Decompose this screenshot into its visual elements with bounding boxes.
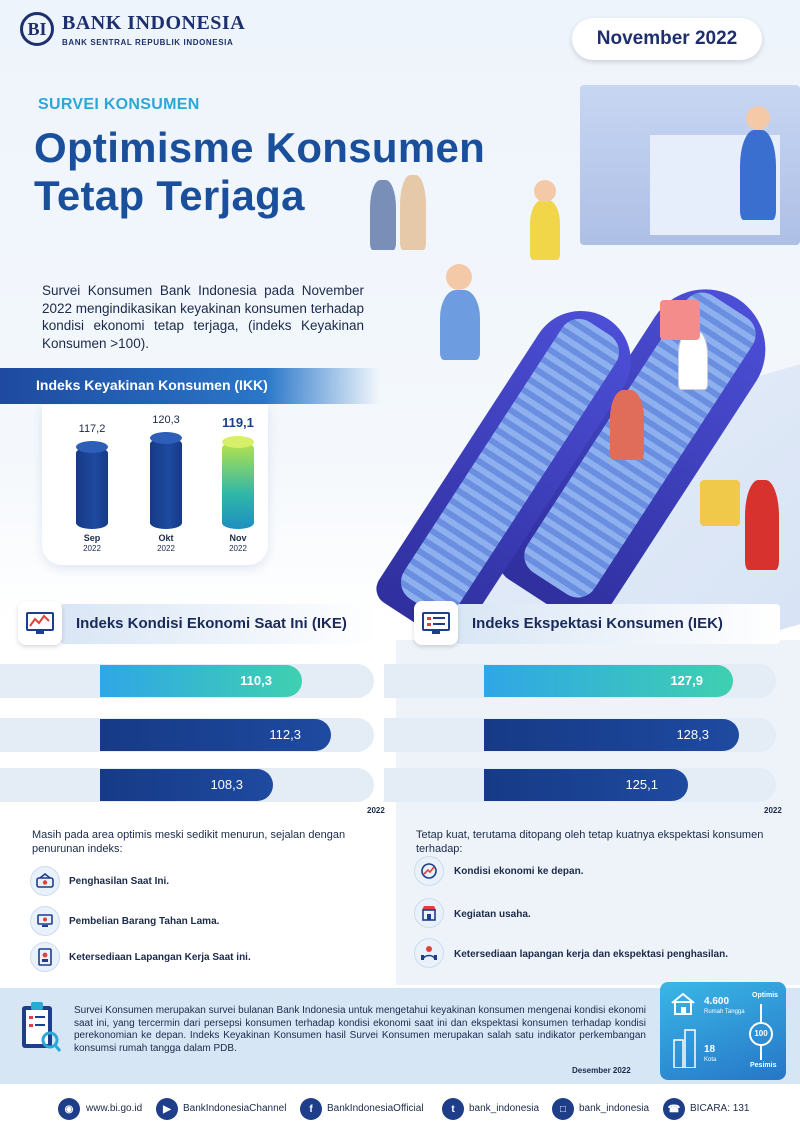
arrow-down-icon: [760, 1046, 762, 1060]
iek-item-1: Kondisi ekonomi ke depan.: [454, 866, 584, 877]
ikk-bar-sep: [76, 441, 108, 529]
ikk-year-label: 2022: [157, 544, 175, 553]
page-title: Optimisme Konsumen Tetap Terjaga: [34, 124, 485, 220]
note-date: Desember 2022: [572, 1066, 631, 1075]
twitter-icon[interactable]: t: [442, 1098, 464, 1120]
survey-stats-card: 4.600 Rumah Tangga 18 Kota Optimis 100 P…: [660, 982, 786, 1080]
mall-illustration: [280, 40, 800, 717]
ikk-value-label: 120,3: [152, 414, 180, 426]
ikk-title: Indeks Keyakinan Konsumen (IKK): [36, 377, 268, 393]
note-text: Survei Konsumen merupakan survei bulanan…: [74, 1005, 646, 1054]
rider-red: [610, 390, 644, 460]
ikk-bar-okt: [150, 432, 182, 529]
ike-item-1: Penghasilan Saat Ini.: [69, 876, 170, 887]
iek-header: [456, 604, 780, 644]
iek-item-3: Ketersediaan lapangan kerja dan ekspekta…: [454, 949, 728, 960]
ikk-value-label: 119,1: [222, 415, 254, 430]
shopper-head: [534, 180, 556, 202]
rider-dress: [745, 480, 779, 570]
threshold-value: 100: [749, 1022, 773, 1046]
income-icon: [30, 866, 60, 896]
youtube-link[interactable]: BankIndonesiaChannel: [183, 1103, 287, 1114]
ikk-bar-top: [76, 441, 108, 453]
shopper-head: [746, 106, 770, 130]
arrow-up-icon: [760, 1004, 762, 1022]
iek-item-2: Kegiatan usaha.: [454, 909, 531, 920]
shopper-couple: [370, 180, 396, 250]
iek-bar-november: 127,9: [484, 665, 733, 697]
cities-value: 18: [704, 1044, 716, 1055]
house-icon: [670, 992, 696, 1021]
title-line-2: Tetap Terjaga: [34, 172, 305, 219]
households-value: 4.600: [704, 996, 730, 1007]
ike-bar-september: 108,3: [100, 769, 273, 801]
optimis-label: Optimis: [752, 992, 779, 999]
facebook-link[interactable]: BankIndonesiaOfficial: [327, 1103, 424, 1114]
ikk-bar-nov: [222, 436, 254, 529]
ike-year-note: 2022: [367, 806, 385, 815]
bicara-icon[interactable]: ☎: [663, 1098, 685, 1120]
youtube-icon[interactable]: ▶: [156, 1098, 178, 1120]
iek-bar-oktober: 128,3: [484, 719, 739, 751]
shopper-yellow: [530, 200, 560, 260]
ikk-category-label: Okt: [158, 533, 174, 543]
iek-description: Tetap kuat, terutama ditopang oleh tetap…: [416, 829, 764, 855]
ike-bar-november: 110,3: [100, 665, 302, 697]
shopping-bag: [700, 480, 740, 526]
ikk-chart: 117,2 Sep 2022 120,3 Okt 2022 119,1 Nov 2022: [42, 405, 268, 565]
globe-icon[interactable]: ◉: [58, 1098, 80, 1120]
ikk-header-band: [0, 368, 380, 404]
ike-header: [60, 604, 378, 644]
durable-goods-icon: [30, 906, 60, 936]
website-link[interactable]: www.bi.go.id: [86, 1103, 143, 1114]
ikk-bar-top: [150, 432, 182, 444]
instagram-link[interactable]: bank_indonesia: [579, 1103, 650, 1114]
twitter-link[interactable]: bank_indonesia: [469, 1103, 540, 1114]
bicara-contact[interactable]: BICARA: 131: [690, 1103, 750, 1114]
ikk-value-label: 117,2: [78, 423, 106, 435]
bank-logo-icon: BI: [20, 12, 54, 46]
households-label: Rumah Tangga: [704, 1009, 745, 1015]
ike-bar-oktober: 112,3: [100, 719, 331, 751]
period-badge: November 2022: [572, 18, 762, 60]
ikk-category-label: Sep: [83, 533, 101, 543]
job-document-icon: [30, 942, 60, 972]
shopper-couple: [400, 175, 426, 250]
ike-title: Indeks Kondisi Ekonomi Saat Ini (IKE): [76, 615, 347, 632]
ikk-year-label: 2022: [83, 544, 101, 553]
city-buildings-icon: [672, 1028, 698, 1073]
economy-chart-icon: [18, 601, 62, 645]
shopper-cart: [440, 290, 480, 360]
title-line-1: Optimisme Konsumen: [34, 124, 486, 171]
facebook-icon[interactable]: f: [300, 1098, 322, 1120]
clipboard-icon: [20, 1000, 62, 1059]
iek-title: Indeks Ekspektasi Konsumen (IEK): [472, 615, 723, 632]
brand-name: BANK INDONESIA: [62, 12, 246, 34]
ike-item-2: Pembelian Barang Tahan Lama.: [69, 916, 220, 927]
ike-item-3: Ketersediaan Lapangan Kerja Saat ini.: [69, 952, 251, 963]
pesimis-label: Pesimis: [750, 1062, 777, 1069]
employment-icon: [414, 938, 444, 968]
iek-year-note: 2022: [764, 806, 782, 815]
economy-globe-icon: [414, 856, 444, 886]
ikk-bar-top: [222, 436, 254, 448]
shopper-head: [446, 264, 472, 290]
cities-label: Kota: [704, 1057, 717, 1063]
brand-subtitle: BANK SENTRAL REPUBLIK INDONESIA: [62, 38, 234, 47]
intro-paragraph: Survei Konsumen Bank Indonesia pada Nove…: [42, 283, 364, 351]
gift-boxes: [660, 300, 700, 340]
checklist-icon: [414, 601, 458, 645]
ikk-category-label: Nov: [229, 533, 247, 543]
business-shop-icon: [414, 898, 444, 928]
instagram-icon[interactable]: □: [552, 1098, 574, 1120]
iek-bar-september: 125,1: [484, 769, 688, 801]
survey-tag: SURVEI KONSUMEN: [38, 96, 200, 113]
shopper-store: [740, 130, 776, 220]
ike-description: Masih pada area optimis meski sedikit me…: [32, 829, 346, 855]
ikk-year-label: 2022: [229, 544, 247, 553]
